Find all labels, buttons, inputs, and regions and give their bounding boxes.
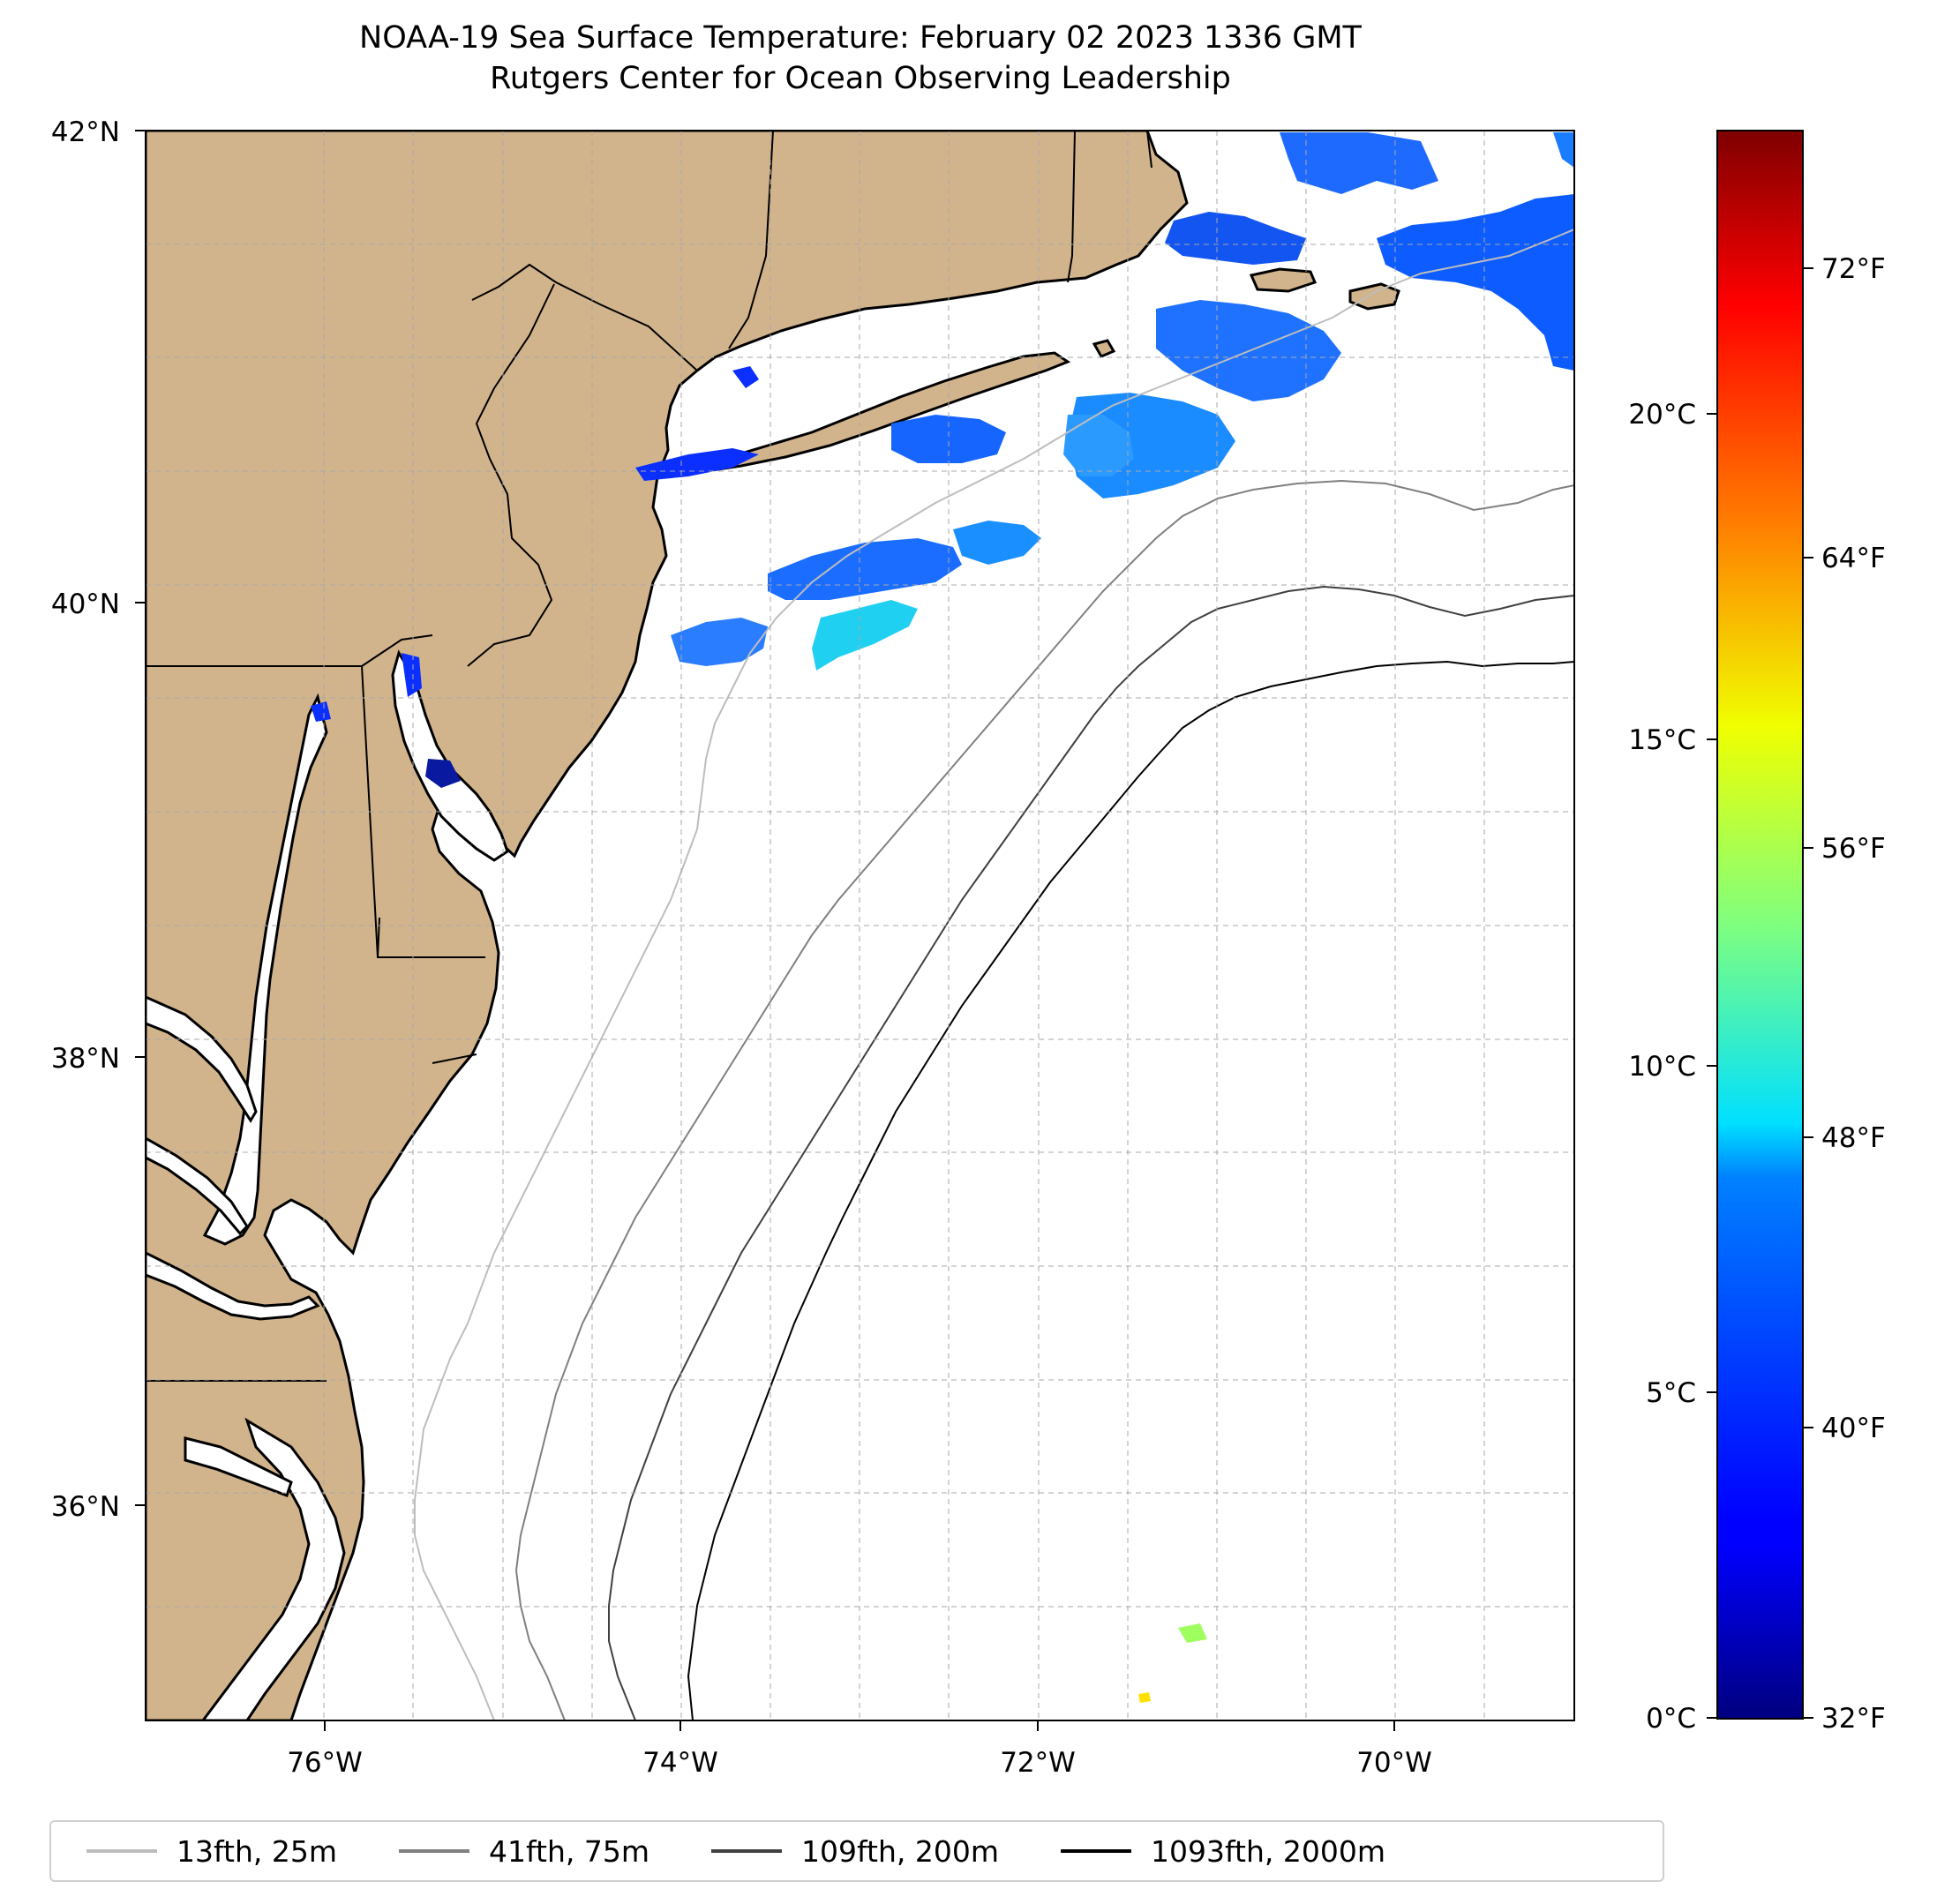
title-line-2: Rutgers Center for Ocean Observing Leade…	[490, 61, 1231, 96]
legend-swatch-25m	[86, 1849, 157, 1853]
legend-swatch-75m	[399, 1849, 469, 1853]
sst-patches	[311, 132, 1574, 1703]
colorbar-c-0: 0°C	[1646, 1703, 1696, 1735]
lat-label-42: 42°N	[51, 116, 120, 148]
map-frame	[145, 130, 1575, 1721]
gridlines	[146, 131, 1574, 1720]
sst-patch-south-a	[1178, 1623, 1207, 1643]
sst-patch-chesapeake-top	[311, 701, 331, 722]
map-content	[146, 131, 1574, 1720]
contour-75m	[514, 479, 1574, 1720]
colorbar-f-64: 64°F	[1821, 543, 1886, 574]
legend-entry-200m: 109fth, 200m	[711, 1834, 999, 1869]
martha-vineyard	[1249, 267, 1318, 293]
legend-label-25m: 13fth, 25m	[176, 1833, 337, 1869]
contour-2000m	[687, 660, 1574, 1720]
map-title: NOAA-19 Sea Surface Temperature: Februar…	[0, 18, 1721, 99]
legend-label-2000m: 1093fth, 2000m	[1151, 1833, 1385, 1869]
colorbar-f-32: 32°F	[1821, 1703, 1886, 1735]
contour-25m	[414, 229, 1574, 1720]
legend-entry-2000m: 1093fth, 2000m	[1061, 1834, 1385, 1869]
delaware-bay	[391, 649, 509, 862]
sst-patch-hudson	[891, 415, 1006, 463]
lon-label-70: 70°W	[1356, 1747, 1432, 1779]
lat-label-36: 36°N	[51, 1491, 120, 1523]
rappahannock-river	[146, 1136, 249, 1236]
title-line-1: NOAA-19 Sea Surface Temperature: Februar…	[359, 20, 1362, 56]
lon-label-72: 72°W	[1000, 1747, 1076, 1779]
colorbar-gradient	[1716, 130, 1804, 1720]
potomac-river	[146, 995, 258, 1123]
sst-patch-warm	[812, 600, 918, 671]
legend-entry-25m: 13fth, 25m	[86, 1834, 337, 1869]
albemarle-sound	[184, 1436, 293, 1497]
long-island	[687, 351, 1071, 473]
sst-patch-cape-cod	[1280, 132, 1438, 194]
colorbar-c-5: 5°C	[1646, 1377, 1696, 1409]
sst-patch-rhode-island-sound	[1165, 212, 1306, 265]
bathymetry-contours	[414, 229, 1574, 1720]
sst-patch-shelf-break	[953, 521, 1041, 565]
legend-label-75m: 41fth, 75m	[489, 1833, 649, 1869]
sst-patch-central	[1063, 415, 1134, 476]
sst-patch-li-coast	[635, 448, 759, 481]
sst-patch-gulf-maine	[1553, 132, 1574, 168]
lon-label-74: 74°W	[642, 1747, 718, 1779]
colorbar-c-20: 20°C	[1628, 399, 1696, 431]
colorbar-f-48: 48°F	[1821, 1122, 1886, 1154]
sst-patch-georges	[1377, 194, 1574, 371]
legend-swatch-2000m	[1061, 1849, 1131, 1853]
legend-swatch-200m	[711, 1849, 782, 1853]
colorbar-c-10: 10°C	[1628, 1051, 1696, 1083]
colorbar-ticks	[1707, 267, 1813, 1719]
block-island	[1092, 339, 1116, 358]
lat-label-38: 38°N	[51, 1043, 120, 1075]
legend-label-200m: 109fth, 200m	[801, 1833, 999, 1869]
sst-patch-upper-delaware	[402, 653, 422, 697]
lat-labels: 42°N 40°N 38°N 36°N	[51, 116, 120, 1523]
lon-label-76: 76°W	[287, 1747, 363, 1779]
colorbar-f-72: 72°F	[1821, 253, 1886, 285]
james-river	[146, 1251, 320, 1321]
sst-patch-nj-shelf	[671, 618, 768, 666]
contour-200m	[608, 585, 1574, 1720]
lat-label-40: 40°N	[51, 588, 120, 620]
colorbar: 0°C 5°C 10°C 15°C 20°C 32°F 40°F 48°F 56…	[1628, 130, 1886, 1735]
pamlico-sound	[201, 1417, 346, 1720]
nantucket	[1348, 282, 1400, 311]
chesapeake-bay	[202, 693, 328, 1246]
colorbar-f-40: 40°F	[1821, 1413, 1886, 1444]
contour-legend: 13fth, 25m 41fth, 75m 109fth, 200m 1093f…	[49, 1820, 1664, 1882]
sst-patch-delaware	[425, 759, 461, 788]
colorbar-f-56: 56°F	[1821, 833, 1886, 865]
sst-patch-ct-coast	[732, 366, 759, 388]
legend-entry-75m: 41fth, 75m	[399, 1834, 649, 1869]
axis-ticks	[135, 130, 1395, 1731]
lon-labels: 76°W 74°W 72°W 70°W	[287, 1747, 1432, 1779]
colorbar-c-15: 15°C	[1628, 724, 1696, 756]
sst-patch-south-b	[1138, 1692, 1151, 1703]
